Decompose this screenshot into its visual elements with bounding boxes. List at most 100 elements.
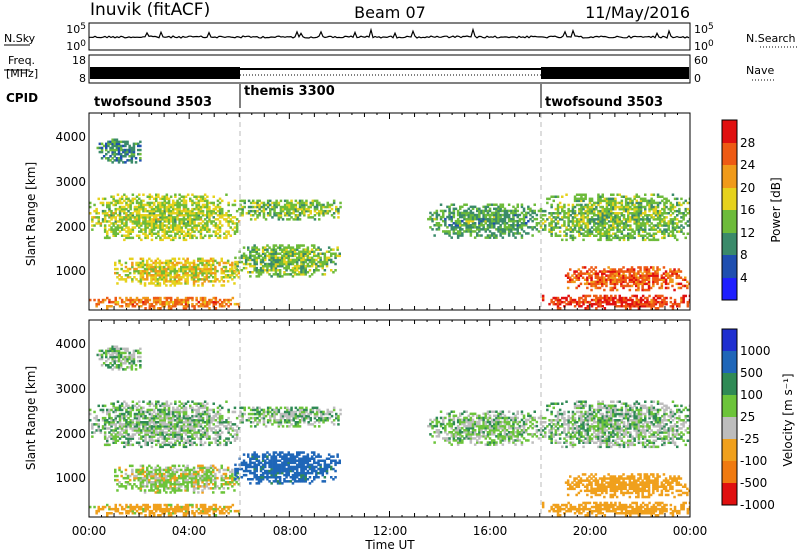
power-cell	[599, 222, 602, 225]
power-cell	[684, 222, 687, 225]
velocity-cell	[161, 408, 164, 412]
velocity-cell	[142, 427, 145, 430]
velocity-cell	[174, 435, 177, 438]
power-cell	[598, 280, 602, 284]
power-cell	[493, 222, 496, 225]
power-cell	[131, 278, 134, 281]
power-cell	[499, 232, 502, 235]
power-cell	[150, 259, 153, 263]
power-cell	[255, 258, 258, 262]
power-cell	[605, 284, 608, 288]
velocity-cell	[142, 423, 145, 426]
power-cell	[448, 211, 451, 215]
power-cell	[459, 219, 462, 223]
power-cell	[629, 220, 632, 223]
power-cell	[652, 193, 656, 196]
power-cell	[582, 205, 585, 209]
power-cell	[275, 205, 278, 209]
power-cell	[669, 214, 673, 217]
power-cell	[152, 226, 156, 229]
velocity-cell	[155, 433, 158, 436]
power-cell	[184, 261, 187, 265]
power-cell	[622, 300, 626, 304]
velocity-cell	[159, 421, 162, 424]
power-cell	[599, 298, 602, 302]
power-cell	[308, 275, 312, 278]
power-cell	[319, 252, 322, 255]
velocity-cell	[155, 421, 158, 424]
power-cell	[201, 257, 204, 261]
power-cell	[469, 215, 473, 219]
power-cell	[270, 250, 273, 253]
power-cell	[123, 218, 126, 221]
power-cell	[306, 248, 310, 251]
power-cell	[317, 264, 320, 268]
power-cell	[281, 218, 285, 221]
power-cell	[167, 197, 171, 201]
power-cell	[583, 266, 587, 269]
power-cell	[573, 272, 576, 275]
power-cell	[209, 280, 213, 283]
power-cell	[103, 212, 107, 215]
power-cell	[189, 236, 192, 240]
power-cell	[296, 248, 299, 251]
power-cell	[199, 261, 202, 265]
velocity-cell	[131, 408, 135, 412]
power-cell	[120, 195, 124, 198]
power-cell	[278, 273, 282, 276]
power-cell	[212, 263, 215, 267]
power-cell	[459, 213, 462, 217]
power-cell	[654, 209, 658, 213]
power-cell	[214, 302, 218, 306]
power-cell	[128, 257, 132, 261]
power-cell	[137, 148, 140, 152]
power-cell	[192, 284, 196, 287]
power-cell	[304, 250, 307, 253]
power-cell	[169, 284, 172, 287]
power-cell	[624, 280, 627, 284]
power-cell	[212, 203, 215, 207]
velocity-cell	[118, 427, 122, 430]
power-cell	[624, 307, 628, 310]
power-cell	[197, 216, 201, 219]
velocity-cell	[138, 427, 141, 430]
velocity-cell	[159, 435, 162, 438]
power-cell	[172, 238, 175, 242]
power-cell	[159, 226, 162, 229]
power-cell	[111, 140, 114, 144]
power-cell	[171, 276, 174, 279]
power-cell	[575, 274, 578, 277]
power-cell	[322, 209, 325, 213]
power-cell	[644, 222, 647, 225]
power-cell	[433, 234, 436, 237]
power-cell	[499, 215, 502, 219]
power-cell	[207, 267, 211, 271]
power-cell	[150, 302, 154, 306]
velocity-cell	[97, 404, 100, 408]
power-cell	[109, 148, 112, 152]
velocity-cell	[161, 402, 164, 405]
power-cell	[233, 199, 237, 203]
power-cell	[209, 257, 213, 261]
power-cell	[332, 212, 336, 215]
velocity-cell	[155, 443, 158, 447]
power-cell	[503, 228, 507, 231]
power-cell	[584, 300, 587, 304]
power-cell	[116, 282, 119, 285]
power-cell	[159, 207, 162, 211]
power-cell	[236, 260, 239, 264]
power-cell	[173, 259, 177, 263]
power-cell	[123, 212, 126, 215]
velocity-cell	[112, 441, 115, 444]
power-cell	[197, 280, 200, 283]
power-cell	[531, 209, 534, 213]
power-cell	[503, 209, 507, 213]
power-cell	[118, 296, 122, 300]
power-cell	[584, 230, 587, 233]
power-cell	[622, 207, 626, 211]
power-cell	[620, 268, 623, 271]
power-cell	[99, 224, 103, 227]
power-cell	[612, 205, 615, 209]
power-cell	[209, 263, 213, 267]
power-cell	[218, 222, 222, 225]
